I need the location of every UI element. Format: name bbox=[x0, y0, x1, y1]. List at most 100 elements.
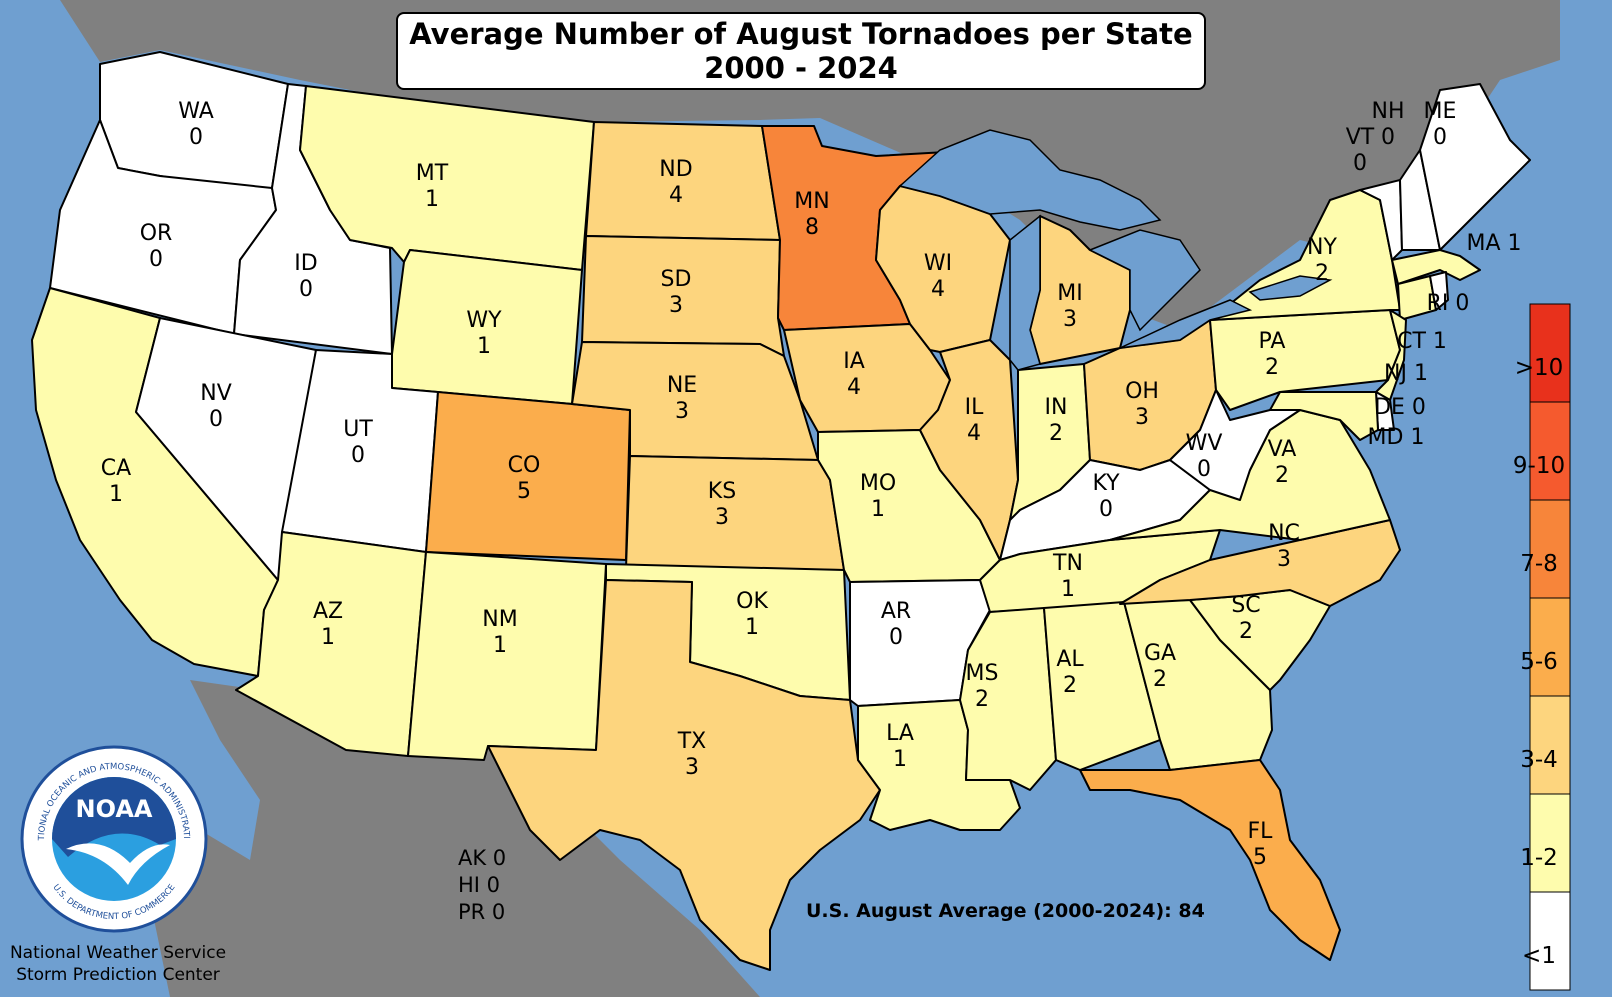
value-NE: 3 bbox=[675, 399, 689, 424]
value-MN: 8 bbox=[805, 215, 819, 240]
value-TX: 3 bbox=[685, 755, 699, 780]
value-AL: 2 bbox=[1063, 673, 1077, 698]
abbr-CA: CA bbox=[101, 456, 131, 481]
state-labels: WA 0 OR 0 CA 1 ID 0 NV 0 MT 1 WY 1 UT 0 AZ 1 CO 5 … bbox=[101, 99, 1522, 870]
label-MS: MS 2 bbox=[966, 661, 999, 712]
offmap-states: AK 0 HI 0 PR 0 bbox=[458, 845, 506, 926]
abbr-OR: OR bbox=[140, 221, 173, 246]
legend-swatch-0 bbox=[1529, 303, 1571, 403]
value-SD: 3 bbox=[669, 293, 683, 318]
title-line-2: 2000 - 2024 bbox=[704, 51, 898, 85]
value-MS: 2 bbox=[975, 687, 989, 712]
value-PA: 2 bbox=[1265, 355, 1279, 380]
abbr-AL: AL bbox=[1056, 647, 1084, 672]
label-ME: ME 0 bbox=[1424, 99, 1457, 150]
title-line-1: Average Number of August Tornadoes per S… bbox=[409, 17, 1193, 51]
abbr-MN: MN bbox=[794, 189, 829, 214]
seagull-icon bbox=[66, 843, 170, 885]
abbr-NV: NV bbox=[200, 381, 232, 406]
legend-label-0: >10 bbox=[1514, 355, 1564, 381]
label-NY: NY 2 bbox=[1307, 235, 1337, 286]
value-GA: 2 bbox=[1153, 667, 1167, 692]
label-SD: SD 3 bbox=[661, 267, 692, 318]
label-MO: MO 1 bbox=[860, 471, 896, 522]
value-ID: 0 bbox=[299, 277, 313, 302]
label-NJ: NJ 1 bbox=[1384, 361, 1428, 386]
label-FL: FL 5 bbox=[1248, 819, 1274, 870]
label-CO: CO 5 bbox=[508, 453, 541, 504]
value-NV: 0 bbox=[209, 407, 223, 432]
label-IN: IN 2 bbox=[1045, 395, 1068, 446]
abbr-SD: SD bbox=[661, 267, 692, 292]
abbr-NH: NH bbox=[1372, 99, 1405, 124]
value-NM: 1 bbox=[493, 633, 507, 658]
lake-michigan bbox=[1009, 214, 1041, 371]
offmap-hi: HI 0 bbox=[458, 873, 501, 897]
label-VA: VA 2 bbox=[1268, 437, 1297, 488]
label-NV: NV 0 bbox=[200, 381, 232, 432]
abbr-GA: GA bbox=[1144, 641, 1176, 666]
value-ND: 4 bbox=[669, 183, 683, 208]
logo-top-band bbox=[52, 777, 176, 857]
value-FL: 5 bbox=[1253, 845, 1267, 870]
label-WI: WI 4 bbox=[924, 251, 952, 302]
label-AR: AR 0 bbox=[881, 599, 911, 650]
abbr-FL: FL bbox=[1248, 819, 1274, 844]
legend-swatch-1 bbox=[1529, 401, 1571, 501]
label-SC: SC 2 bbox=[1231, 593, 1260, 644]
abbr-NY: NY bbox=[1307, 235, 1337, 260]
state-SD bbox=[581, 235, 785, 357]
value-SC: 2 bbox=[1239, 619, 1253, 644]
label-ID: ID 0 bbox=[294, 251, 317, 302]
value-MI: 3 bbox=[1063, 307, 1077, 332]
abbr-MO: MO bbox=[860, 471, 896, 496]
abbr-KS: KS bbox=[708, 479, 736, 504]
label-MI: MI 3 bbox=[1057, 281, 1082, 332]
value-WA: 0 bbox=[189, 125, 203, 150]
label-LA: LA 1 bbox=[886, 721, 914, 772]
value-KY: 0 bbox=[1099, 497, 1113, 522]
value-LA: 1 bbox=[893, 747, 907, 772]
state-VT bbox=[1359, 179, 1403, 261]
abbr-SC: SC bbox=[1231, 593, 1260, 618]
value-OR: 0 bbox=[149, 247, 163, 272]
value-WV: 0 bbox=[1197, 457, 1211, 482]
offmap-ak: AK 0 bbox=[458, 846, 507, 870]
abbr-OH: OH bbox=[1125, 379, 1159, 404]
value-IA: 4 bbox=[847, 375, 861, 400]
value-ME: 0 bbox=[1433, 125, 1447, 150]
label-TX: TX 3 bbox=[677, 729, 707, 780]
label-NH: NH 0 bbox=[1372, 99, 1405, 150]
label-WY: WY 1 bbox=[466, 308, 502, 359]
value-WI: 4 bbox=[931, 277, 945, 302]
label-MN: MN 8 bbox=[794, 189, 829, 240]
legend-swatch-6 bbox=[1529, 891, 1571, 991]
value-NC: 3 bbox=[1277, 547, 1291, 572]
legend-swatches bbox=[1529, 303, 1571, 991]
abbr-ND: ND bbox=[659, 157, 692, 182]
legend-label-3: 5-6 bbox=[1520, 649, 1558, 675]
legend-swatch-5 bbox=[1529, 793, 1571, 893]
abbr-AR: AR bbox=[881, 599, 911, 624]
abbr-PA: PA bbox=[1259, 329, 1286, 354]
legend-swatch-2 bbox=[1529, 499, 1571, 599]
label-OK: OK 1 bbox=[736, 589, 768, 640]
state-RI bbox=[1429, 271, 1449, 311]
label-MA: MA 1 bbox=[1466, 231, 1521, 256]
label-DE: DE 0 bbox=[1374, 395, 1426, 420]
state-WV bbox=[1169, 389, 1301, 501]
label-KS: KS 3 bbox=[708, 479, 736, 530]
state-AL bbox=[1043, 601, 1161, 771]
label-CT: CT 1 bbox=[1397, 329, 1447, 354]
state-ME bbox=[1419, 83, 1531, 251]
value-CO: 5 bbox=[517, 479, 531, 504]
abbr-CO: CO bbox=[508, 453, 541, 478]
label-WV: WV 0 bbox=[1186, 431, 1223, 482]
label-KY: KY 0 bbox=[1092, 471, 1120, 522]
label-PA: PA 2 bbox=[1259, 329, 1286, 380]
label-OH: OH 3 bbox=[1125, 379, 1159, 430]
label-MT: MT 1 bbox=[416, 161, 449, 212]
abbr-ID: ID bbox=[294, 251, 317, 276]
abbr-UT: UT bbox=[343, 417, 373, 442]
noaa-logo: NOAA NATIONAL OCEANIC AND ATMOSPHERIC AD… bbox=[20, 745, 208, 933]
